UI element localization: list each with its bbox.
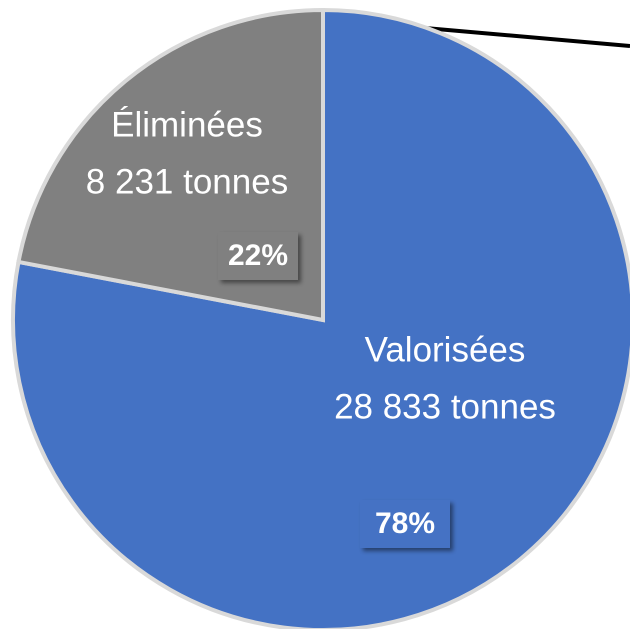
value-label: 78%	[375, 507, 435, 540]
amount-label: 28 833 tonnes	[334, 387, 556, 426]
amount-label: 8 231 tonnes	[86, 162, 288, 201]
value-label: 22%	[228, 239, 288, 272]
pie-slice	[11, 7, 630, 629]
label-box	[218, 232, 298, 280]
label-box	[360, 500, 450, 548]
category-label: Éliminées	[111, 105, 263, 144]
leader-line	[424, 26, 630, 48]
category-label: Valorisées	[365, 330, 526, 369]
